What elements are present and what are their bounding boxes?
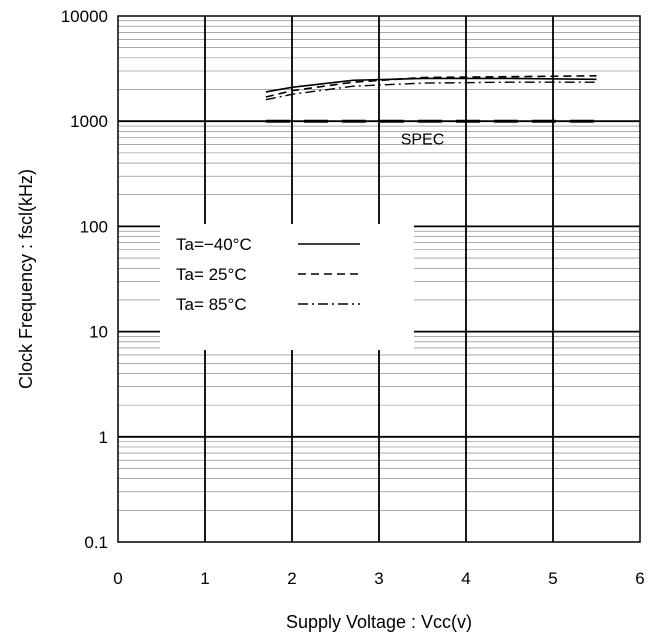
series-line-1 [265,75,597,98]
legend-label: Ta=−40°C [176,235,252,254]
spec-annotation: SPEC [401,132,445,149]
y-tick-labels: 0.1 1 10 100 1000 10000 [61,7,108,552]
series-line-2 [265,81,597,101]
x-tick-label: 2 [287,569,296,588]
plot-frame [117,15,641,543]
y-tick-label: 100 [80,217,108,236]
legend-label: Ta= 25°C [176,265,247,284]
series-line-0 [265,77,597,93]
legend-label: Ta= 85°C [176,295,247,314]
y-tick-label: 1000 [70,112,108,131]
y-tick-label: 10000 [61,7,108,26]
y-tick-label: 0.1 [84,533,108,552]
x-tick-labels: 0 1 2 3 4 5 6 [113,569,644,588]
series-layer [265,75,597,123]
annotations: SPEC [401,132,445,149]
y-tick-label: 1 [99,428,108,447]
x-axis-label: Supply Voltage : Vcc(v) [286,612,472,632]
legend: Ta=−40°C Ta= 25°C Ta= 85°C [160,224,414,350]
x-tick-label: 3 [374,569,383,588]
x-tick-label: 4 [461,569,470,588]
x-tick-label: 0 [113,569,122,588]
x-tick-label: 5 [548,569,557,588]
legend-box [160,224,414,350]
x-tick-label: 6 [635,569,644,588]
y-axis-label: Clock Frequency : fscl(kHz) [16,169,36,389]
x-tick-label: 1 [200,569,209,588]
y-tick-label: 10 [89,323,108,342]
